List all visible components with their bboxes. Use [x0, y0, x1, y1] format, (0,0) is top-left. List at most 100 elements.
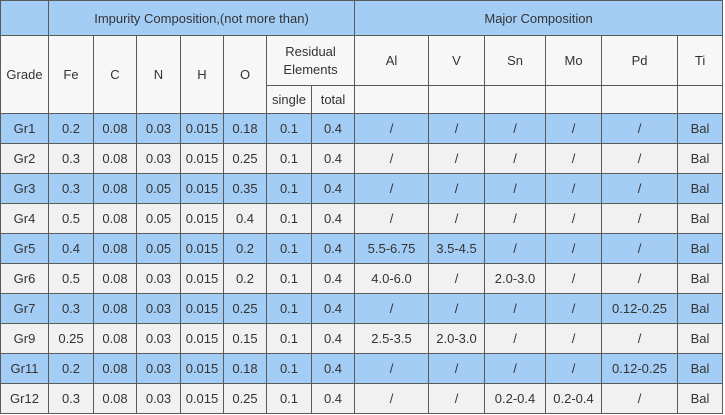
- value-cell: 0.25: [223, 293, 267, 324]
- data-row: Gr5 0.4 0.08 0.05 0.015 0.2 0.1 0.4 5.5-6.75 3.5-…: [0, 233, 724, 264]
- value-cell: Bal: [677, 233, 724, 264]
- value-cell: 0.25: [223, 383, 267, 414]
- value-cell: 2.0-3.0: [428, 323, 486, 354]
- grade-cell: Gr12: [0, 383, 49, 414]
- value-cell: 0.4: [310, 353, 356, 384]
- value-cell: 0.4: [310, 383, 356, 414]
- grade-cell: Gr4: [0, 203, 49, 234]
- value-cell: Bal: [677, 383, 724, 414]
- value-cell: 0.08: [93, 113, 137, 144]
- value-cell: /: [484, 323, 547, 354]
- value-cell: 0.1: [266, 143, 312, 174]
- value-cell: /: [354, 173, 430, 204]
- column-header: Pd: [601, 35, 679, 86]
- value-cell: 0.1: [266, 263, 312, 294]
- value-cell: /: [354, 203, 430, 234]
- value-cell: 0.4: [310, 233, 356, 264]
- value-cell: 0.1: [266, 203, 312, 234]
- grade-cell: Gr5: [0, 233, 49, 264]
- value-cell: /: [354, 143, 430, 174]
- grade-cell: Gr11: [0, 353, 49, 384]
- column-header: H: [180, 35, 224, 114]
- value-cell: 0.4: [48, 233, 94, 264]
- value-cell: 0.08: [93, 233, 137, 264]
- value-cell: /: [601, 143, 679, 174]
- value-cell: /: [484, 353, 547, 384]
- value-cell: /: [354, 113, 430, 144]
- value-cell: /: [428, 383, 486, 414]
- data-row: Gr3 0.3 0.08 0.05 0.015 0.35 0.1 0.4// / / / Bal: [0, 173, 724, 204]
- value-cell: 0.015: [180, 353, 224, 384]
- value-cell: 0.3: [48, 383, 94, 414]
- column-header: V: [428, 35, 486, 86]
- value-cell: Bal: [677, 203, 724, 234]
- value-cell: /: [428, 293, 486, 324]
- value-cell: 0.4: [310, 173, 356, 204]
- value-cell: /: [601, 173, 679, 204]
- value-cell: 0.08: [93, 383, 137, 414]
- column-header: N: [136, 35, 181, 114]
- value-cell: Bal: [677, 263, 724, 294]
- value-cell: 0.05: [136, 233, 181, 264]
- value-cell: 0.015: [180, 113, 224, 144]
- value-cell: 0.03: [136, 263, 181, 294]
- value-cell: 0.12-0.25: [601, 353, 679, 384]
- grade-cell: Gr2: [0, 143, 49, 174]
- value-cell: 0.03: [136, 293, 181, 324]
- value-cell: /: [484, 173, 547, 204]
- value-cell: 0.015: [180, 383, 224, 414]
- value-cell: 0.18: [223, 113, 267, 144]
- value-cell: 0.4: [310, 143, 356, 174]
- value-cell: /: [428, 143, 486, 174]
- value-cell: /: [601, 203, 679, 234]
- value-cell: 0.015: [180, 173, 224, 204]
- data-row: Gr1 0.2 0.08 0.03 0.015 0.18 0.1 0.4// / / / Bal: [0, 113, 724, 144]
- group-header: Major Composition: [354, 0, 724, 36]
- column-header-row: Grade Fe C N H O Residual Elements Al V Sn Mo Pd Ti: [0, 35, 724, 114]
- column-header: Ti: [677, 35, 724, 86]
- value-cell: /: [484, 143, 547, 174]
- value-cell: 0.2: [223, 263, 267, 294]
- column-header: Al: [354, 35, 430, 86]
- value-cell: /: [545, 323, 603, 354]
- value-cell: 0.5: [48, 263, 94, 294]
- value-cell: 0.3: [48, 173, 94, 204]
- value-cell: /: [354, 293, 430, 324]
- value-cell: 0.4: [223, 203, 267, 234]
- value-cell: /: [601, 113, 679, 144]
- value-cell: 0.08: [93, 263, 137, 294]
- value-cell: /: [428, 353, 486, 384]
- sub-header: total: [310, 85, 356, 114]
- value-cell: 0.08: [93, 353, 137, 384]
- value-cell: 0.08: [93, 173, 137, 204]
- value-cell: 0.35: [223, 173, 267, 204]
- value-cell: 4.0-6.0: [354, 263, 430, 294]
- empty-cell: [428, 85, 486, 114]
- value-cell: /: [545, 233, 603, 264]
- value-cell: 3.5-4.5: [428, 233, 486, 264]
- value-cell: Bal: [677, 173, 724, 204]
- value-cell: /: [545, 113, 603, 144]
- value-cell: /: [545, 203, 603, 234]
- value-cell: 0.03: [136, 383, 181, 414]
- value-cell: 0.015: [180, 143, 224, 174]
- value-cell: 0.15: [223, 323, 267, 354]
- data-row: Gr11 0.2 0.08 0.03 0.015 0.18 0.1 0.4// //0.12-0…: [0, 353, 724, 384]
- column-header: O: [223, 35, 267, 114]
- data-row: Gr9 0.25 0.08 0.03 0.015 0.15 0.1 0.4 2.5-3.5 2.0…: [0, 323, 724, 354]
- value-cell: /: [484, 293, 547, 324]
- value-cell: 0.2: [48, 353, 94, 384]
- value-cell: 2.0-3.0: [484, 263, 547, 294]
- data-row: Gr12 0.3 0.08 0.03 0.015 0.25 0.1 0.4//0.2-0.4 0…: [0, 383, 724, 414]
- column-header: Mo: [545, 35, 603, 86]
- empty-cell: [677, 85, 724, 114]
- value-cell: 0.03: [136, 143, 181, 174]
- value-cell: 0.2: [48, 113, 94, 144]
- value-cell: 0.08: [93, 293, 137, 324]
- value-cell: 0.4: [310, 323, 356, 354]
- value-cell: /: [354, 383, 430, 414]
- column-header: Residual Elements: [265, 35, 356, 86]
- value-cell: /: [601, 263, 679, 294]
